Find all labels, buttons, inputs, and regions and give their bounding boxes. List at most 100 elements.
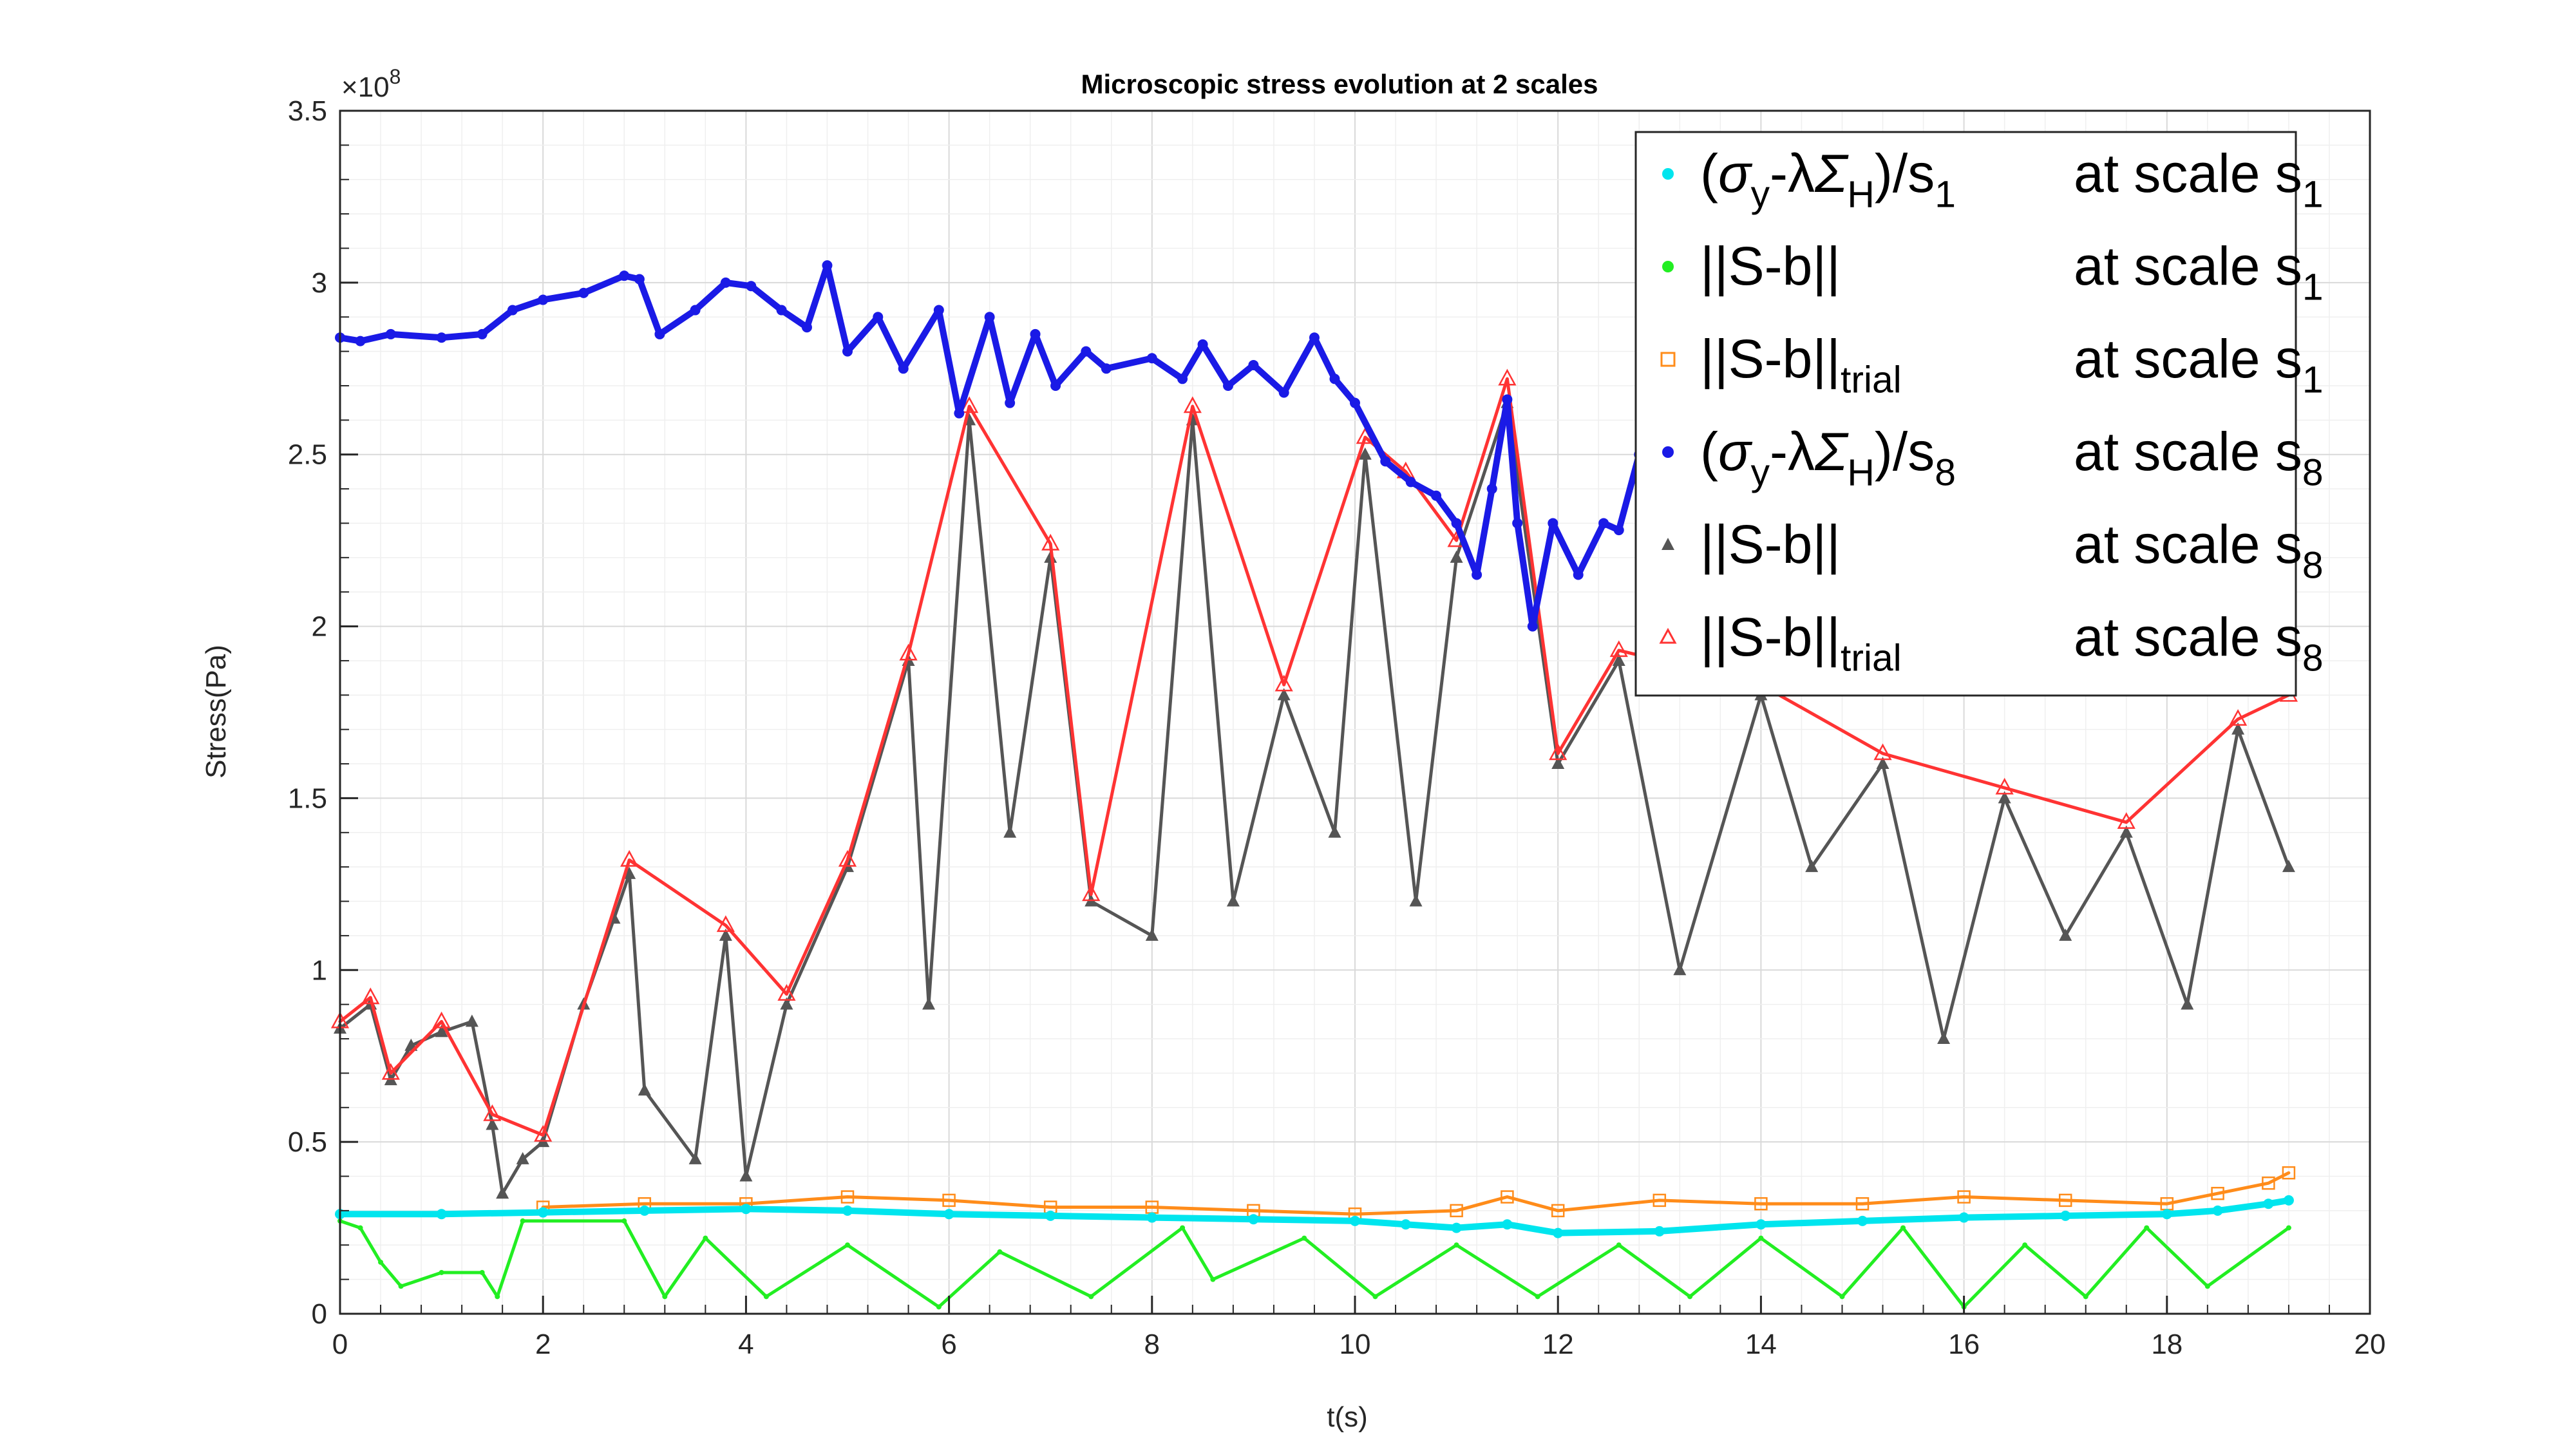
data-point: [842, 1205, 853, 1216]
data-point: [845, 1242, 850, 1248]
data-point: [1758, 1235, 1764, 1241]
legend-label: (σy​-λΣH​)/s1​: [1700, 143, 1956, 216]
x-tick-label: 4: [738, 1329, 753, 1360]
data-point: [1498, 368, 1517, 386]
data-point: [716, 915, 735, 933]
data-point: [1223, 380, 1233, 391]
data-point: [1958, 1212, 1969, 1223]
data-point: [741, 1204, 752, 1215]
data-point: [1405, 477, 1416, 488]
data-point: [1088, 1294, 1094, 1300]
data-point: [943, 1209, 954, 1220]
data-point: [436, 332, 447, 343]
data-point: [720, 277, 731, 288]
data-point: [1431, 490, 1442, 501]
data-point: [486, 1117, 499, 1130]
data-point: [688, 1151, 702, 1164]
data-point: [620, 849, 639, 867]
data-point: [1805, 860, 1819, 873]
data-point: [381, 1063, 400, 1080]
data-point: [822, 260, 833, 271]
data-point: [1573, 569, 1584, 580]
axis-ticks: 0 2 4 6 8 10 12 14 16 18 20 0 0.5 1 1.5 2 2.5 3 3.5: [288, 95, 2386, 1360]
data-point: [763, 1294, 769, 1300]
y-tick-label: 1: [312, 954, 327, 986]
data-point: [1183, 396, 1202, 413]
data-point: [1900, 1225, 1906, 1231]
data-point: [436, 1209, 447, 1220]
data-point: [2060, 1210, 2071, 1221]
legend-scale-label: at scale s1​: [2074, 328, 2324, 401]
data-point: [873, 312, 884, 323]
data-point: [477, 328, 488, 339]
x-tick-label: 2: [535, 1329, 551, 1360]
data-point: [2263, 1198, 2274, 1209]
data-point: [1278, 387, 1289, 398]
data-point: [1654, 1226, 1665, 1236]
data-point: [516, 1151, 529, 1164]
data-point: [1041, 533, 1060, 551]
x-tick-label: 10: [1340, 1329, 1371, 1360]
data-point: [621, 1218, 627, 1224]
legend-marker: [1662, 168, 1674, 180]
data-point: [1687, 1294, 1693, 1300]
y-tick-label: 1.5: [288, 782, 327, 814]
data-point: [960, 396, 979, 413]
data-point: [1472, 569, 1482, 580]
data-point: [2119, 825, 2133, 838]
data-point: [483, 1104, 502, 1121]
data-point: [1598, 518, 1609, 529]
data-point: [1329, 374, 1340, 384]
data-point: [496, 1186, 509, 1199]
grid: [339, 110, 2371, 1314]
data-point: [746, 281, 757, 292]
legend-label: ||S-b||: [1700, 514, 1841, 574]
legend-scale-label: at scale s8​: [2074, 607, 2324, 679]
data-point: [1876, 757, 1889, 770]
data-point: [1754, 1197, 1768, 1211]
data-point: [578, 287, 589, 298]
data-point: [2117, 812, 2136, 829]
data-point: [1553, 1227, 1564, 1238]
data-point: [1609, 640, 1628, 658]
data-point: [1050, 380, 1061, 391]
data-point: [361, 987, 380, 1005]
data-point: [1855, 1197, 1870, 1211]
data-point: [776, 305, 787, 316]
data-point: [922, 997, 936, 1010]
data-point: [780, 997, 793, 1010]
data-point: [2181, 997, 2194, 1010]
data-point: [997, 1249, 1003, 1255]
data-point: [1548, 518, 1558, 529]
data-point: [1535, 1294, 1540, 1300]
y-tick-label: 0.5: [288, 1126, 327, 1158]
data-point: [703, 1235, 708, 1241]
legend-marker: [1662, 446, 1674, 458]
data-point: [1857, 1215, 1868, 1226]
data-point: [1502, 1219, 1513, 1230]
data-point: [1005, 397, 1016, 408]
data-point: [439, 1269, 444, 1275]
data-point: [898, 363, 909, 374]
data-point: [1277, 688, 1291, 701]
data-point: [1451, 1222, 1462, 1233]
data-point: [1248, 1214, 1259, 1225]
data-point: [1030, 328, 1041, 339]
legend-marker: [1662, 538, 1674, 550]
data-point: [619, 270, 630, 281]
data-point: [639, 1205, 650, 1216]
data-point: [1045, 1210, 1056, 1221]
data-point: [1501, 1190, 1514, 1204]
data-point: [1454, 1242, 1459, 1248]
legend-label: ||S-b||: [1700, 236, 1841, 296]
data-point: [1146, 1212, 1157, 1223]
data-point: [1248, 359, 1259, 370]
data-point: [2282, 860, 2295, 873]
data-point: [538, 1207, 549, 1218]
data-point: [1101, 363, 1112, 374]
data-point: [2083, 1294, 2088, 1300]
data-point: [1274, 674, 1293, 692]
y-tick-label: 0: [312, 1298, 327, 1330]
legend-label: (σy​-λΣH​)/s8​: [1700, 421, 1956, 494]
